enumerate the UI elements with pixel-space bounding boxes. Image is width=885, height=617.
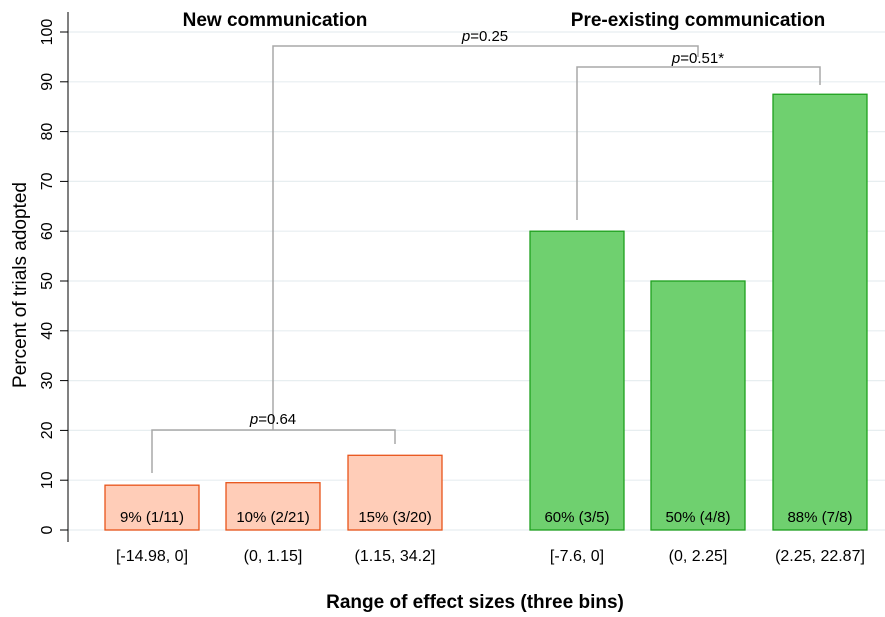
y-tick-label: 30	[39, 372, 56, 390]
p-value-annotation: p=0.25	[461, 28, 508, 45]
y-tick-label: 0	[39, 525, 56, 534]
significance-brackets	[151, 45, 821, 473]
y-tick-label: 10	[39, 471, 56, 489]
y-tick-label: 60	[39, 222, 56, 240]
bar	[347, 454, 443, 531]
group-title: Pre-existing communication	[571, 10, 825, 31]
bar-value-label: 50% (4/8)	[665, 509, 730, 526]
y-tick-label: 70	[39, 172, 56, 190]
x-axis-title: Range of effect sizes (three bins)	[326, 592, 624, 613]
bars	[104, 93, 868, 531]
x-tick-label: (2.25, 22.87]	[775, 548, 865, 565]
y-tick-label: 100	[39, 19, 56, 46]
bracket-pre-existing	[576, 66, 821, 220]
x-tick-label: (1.15, 34.2]	[355, 548, 436, 565]
bar	[104, 484, 200, 531]
bar	[225, 482, 321, 531]
gridlines	[68, 31, 885, 531]
bar-value-label: 60% (3/5)	[544, 509, 609, 526]
x-tick-label: (0, 1.15]	[244, 548, 303, 565]
y-axis-title: Percent of trials adopted	[10, 182, 31, 388]
bar-value-label: 9% (1/11)	[120, 509, 184, 526]
group-title: New communication	[183, 10, 368, 31]
y-tick-label: 50	[39, 272, 56, 290]
p-value-annotation: p=0.51*	[671, 50, 724, 67]
axes: 0 10 20 30 40 50 60 70 80 90 100 Percent of trials …	[10, 12, 624, 613]
bar	[650, 280, 746, 531]
y-tick-label: 20	[39, 421, 56, 439]
p-value-annotation: p=0.64	[249, 411, 296, 428]
x-tick-label: [-14.98, 0]	[116, 548, 188, 565]
y-tick-label: 40	[39, 322, 56, 340]
bar-value-label: 10% (2/21)	[236, 509, 309, 526]
bar-value-label: 88% (7/8)	[787, 509, 852, 526]
y-tick-label: 90	[39, 73, 56, 91]
bar	[772, 93, 868, 531]
bar-value-label: 15% (3/20)	[358, 509, 431, 526]
bracket-between-groups	[272, 45, 699, 430]
x-tick-label: [-7.6, 0]	[550, 548, 604, 565]
y-tick-label: 80	[39, 123, 56, 141]
bar	[529, 230, 625, 531]
x-tick-label: (0, 2.25]	[669, 548, 728, 565]
chart-text: 9% (1/11) [-14.98, 0] 10% (2/21) (0, 1.15] 1…	[116, 10, 865, 565]
